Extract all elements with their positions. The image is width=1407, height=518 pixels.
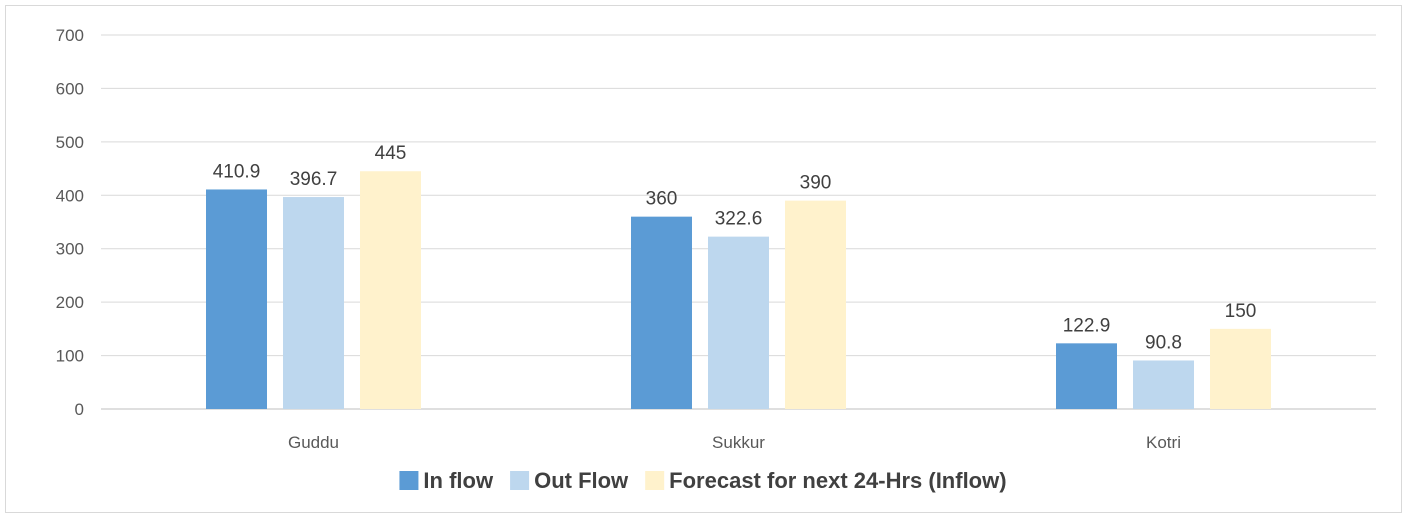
data-label: 445 <box>375 143 407 164</box>
legend-label: In flow <box>423 468 494 493</box>
y-axis: 0 100 200 300 400 500 600 700 <box>56 26 84 419</box>
legend-swatch <box>645 471 665 490</box>
bar <box>1056 343 1117 409</box>
bar <box>631 216 692 409</box>
data-label: 322.6 <box>715 209 763 230</box>
x-tick-label: Kotri <box>1146 433 1181 452</box>
y-tick-label: 500 <box>56 133 84 152</box>
x-axis: Guddu Sukkur Kotri <box>288 433 1181 452</box>
legend-label: Forecast for next 24-Hrs (Inflow) <box>669 468 1006 493</box>
legend-label: Out Flow <box>534 468 629 493</box>
data-label: 396.7 <box>290 169 338 190</box>
y-tick-label: 0 <box>75 400 84 419</box>
y-tick-label: 300 <box>56 240 84 259</box>
legend-swatch <box>510 471 530 490</box>
bars <box>206 171 1271 409</box>
data-labels: 410.9 396.7 445 360 322.6 390 122.9 90.8 150 <box>213 143 1257 353</box>
y-tick-label: 700 <box>56 26 84 45</box>
y-tick-label: 400 <box>56 186 84 205</box>
x-tick-label: Guddu <box>288 433 339 452</box>
data-label: 410.9 <box>213 161 261 182</box>
bar <box>360 171 421 409</box>
bar <box>708 236 769 409</box>
chart-frame: 0 100 200 300 400 500 600 700 410.9 396.7 445 360 3… <box>5 5 1402 513</box>
y-tick-label: 100 <box>56 347 84 366</box>
legend-swatch <box>399 471 419 490</box>
data-label: 390 <box>800 173 832 194</box>
data-label: 360 <box>646 189 678 210</box>
data-label: 150 <box>1225 301 1257 322</box>
data-label: 122.9 <box>1063 315 1111 336</box>
legend: In flow Out Flow Forecast for next 24-Hrs … <box>399 468 1007 493</box>
data-label: 90.8 <box>1145 332 1182 353</box>
bar <box>206 189 267 409</box>
y-tick-label: 600 <box>56 79 84 98</box>
x-tick-label: Sukkur <box>712 433 765 452</box>
bar <box>283 197 344 409</box>
bar <box>1133 360 1194 409</box>
bar <box>1210 328 1271 409</box>
bar-chart: 0 100 200 300 400 500 600 700 410.9 396.7 445 360 3… <box>56 26 1376 493</box>
y-tick-label: 200 <box>56 293 84 312</box>
bar <box>785 200 846 409</box>
